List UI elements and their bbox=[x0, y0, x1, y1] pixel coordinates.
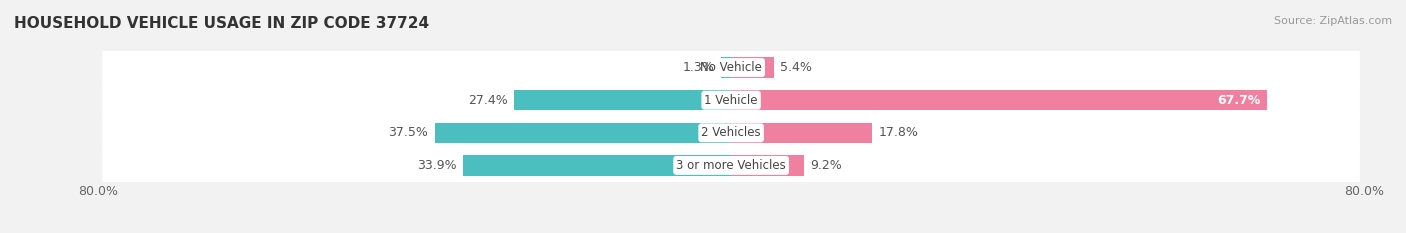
FancyBboxPatch shape bbox=[103, 103, 1360, 162]
Text: 5.4%: 5.4% bbox=[780, 61, 813, 74]
Bar bbox=[731, 90, 1267, 110]
Text: No Vehicle: No Vehicle bbox=[700, 61, 762, 74]
Bar bbox=[731, 155, 804, 175]
Text: 1.3%: 1.3% bbox=[683, 61, 714, 74]
Text: 2 Vehicles: 2 Vehicles bbox=[702, 126, 761, 139]
FancyBboxPatch shape bbox=[103, 71, 1360, 130]
Text: 3 or more Vehicles: 3 or more Vehicles bbox=[676, 159, 786, 172]
Text: 1 Vehicle: 1 Vehicle bbox=[704, 94, 758, 107]
FancyBboxPatch shape bbox=[103, 38, 1360, 97]
Text: 17.8%: 17.8% bbox=[879, 126, 918, 139]
Text: 67.7%: 67.7% bbox=[1216, 94, 1260, 107]
Text: 9.2%: 9.2% bbox=[810, 159, 842, 172]
Bar bbox=[463, 155, 731, 175]
Text: 33.9%: 33.9% bbox=[418, 159, 457, 172]
FancyBboxPatch shape bbox=[103, 136, 1360, 195]
Bar bbox=[731, 58, 773, 78]
Bar bbox=[731, 123, 872, 143]
Bar bbox=[434, 123, 731, 143]
Bar bbox=[721, 58, 731, 78]
Text: HOUSEHOLD VEHICLE USAGE IN ZIP CODE 37724: HOUSEHOLD VEHICLE USAGE IN ZIP CODE 3772… bbox=[14, 16, 429, 31]
Bar bbox=[515, 90, 731, 110]
Text: 37.5%: 37.5% bbox=[388, 126, 429, 139]
Text: Source: ZipAtlas.com: Source: ZipAtlas.com bbox=[1274, 16, 1392, 26]
Text: 27.4%: 27.4% bbox=[468, 94, 508, 107]
